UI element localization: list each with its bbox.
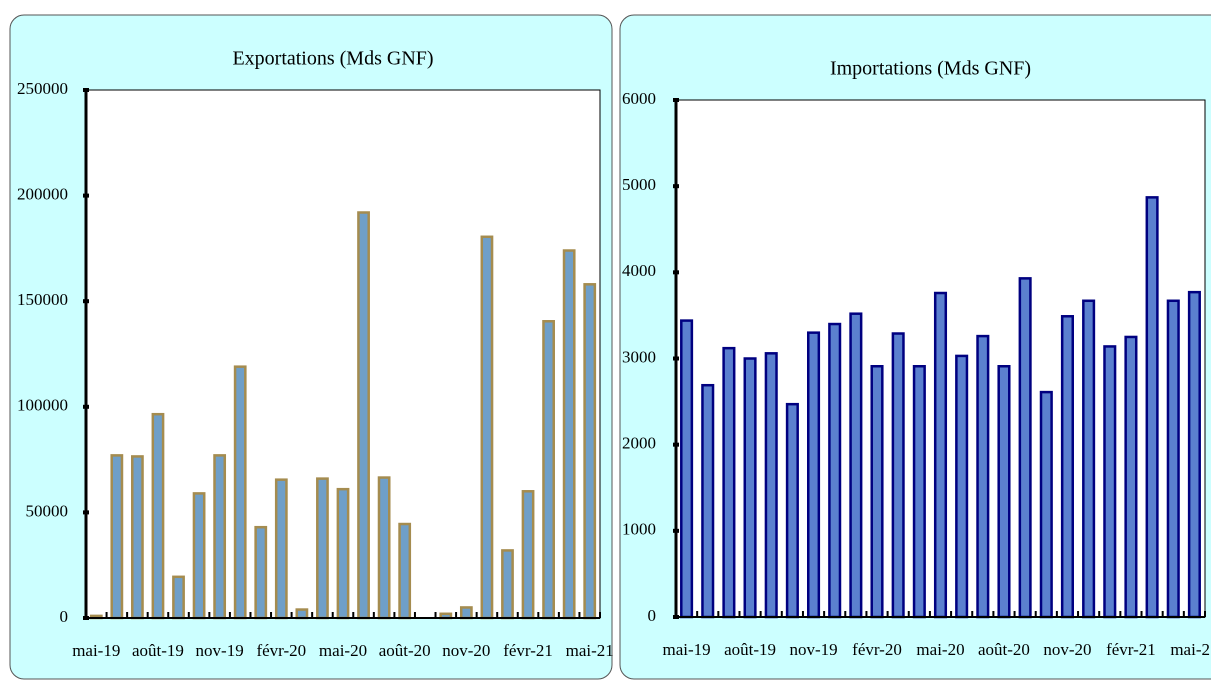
y-tick-label: 100000 [17,396,68,415]
bar [849,312,863,619]
bar [316,477,329,620]
y-tick-label: 3000 [622,347,656,366]
bar [807,331,821,619]
x-tick-label: nov-20 [1043,640,1091,659]
chart-title: Importations (Mds GNF) [830,58,1031,80]
y-tick-label: 150000 [17,290,68,309]
y-tick-label: 1000 [622,520,656,539]
bar [701,383,715,619]
bar [743,357,757,619]
y-tick-label: 4000 [622,261,656,280]
x-tick-label: févr-21 [1106,640,1156,659]
bar [480,235,494,620]
bar [722,346,736,619]
bar [521,490,535,620]
bar [870,365,884,619]
bar [213,454,227,620]
bar [891,332,905,619]
bar [912,365,926,619]
y-tick-label: 5000 [622,175,656,194]
bar [398,522,412,620]
y-tick-label: 50000 [26,501,69,520]
y-tick-label: 250000 [17,79,68,98]
bar [1187,290,1201,619]
bar [933,291,948,619]
x-tick-label: mai-19 [72,641,120,660]
bar [151,412,165,620]
x-tick-label: août-20 [978,640,1030,659]
bar [1145,196,1159,619]
bar [336,487,350,620]
x-tick-label: nov-19 [196,641,244,660]
bar [192,492,206,620]
bar [357,211,370,620]
bar [583,283,597,620]
bar [274,478,288,620]
bar [377,476,391,620]
bar [976,334,990,619]
x-tick-label: nov-19 [789,640,837,659]
x-tick-label: août-19 [132,641,184,660]
bar [1082,299,1096,619]
y-tick-label: 2000 [622,434,656,453]
x-tick-label: mai-21 [566,641,614,660]
y-tick-label: 0 [648,606,657,625]
bar [459,606,473,620]
x-tick-label: mai-21 [1170,640,1211,659]
x-tick-label: mai-20 [319,641,367,660]
x-tick-label: août-20 [379,641,431,660]
bar [955,354,969,619]
bar [1124,335,1138,619]
x-tick-label: févr-20 [852,640,902,659]
bar [233,365,247,620]
x-tick-label: mai-20 [916,640,964,659]
bar [542,320,555,620]
bar [1103,345,1117,619]
x-tick-label: août-19 [724,640,776,659]
x-tick-label: févr-20 [256,641,306,660]
bar [110,454,124,620]
bar [764,352,778,619]
x-tick-label: févr-21 [503,641,553,660]
bar [1166,299,1180,619]
chart-title: Exportations (Mds GNF) [232,48,433,70]
bar [1018,277,1032,619]
bar [295,608,309,620]
bar [131,455,144,620]
bar [1060,315,1075,619]
x-tick-label: nov-20 [442,641,490,660]
bar [254,525,268,620]
bar [785,402,799,619]
bar [828,322,842,619]
bar [680,319,694,619]
bar [501,549,514,620]
y-tick-label: 0 [60,607,69,626]
bar [172,575,185,620]
x-tick-label: mai-19 [663,640,711,659]
bar [997,365,1011,619]
y-tick-label: 6000 [622,89,656,108]
bar [1039,390,1053,619]
y-tick-label: 200000 [17,185,68,204]
bar [562,249,576,620]
